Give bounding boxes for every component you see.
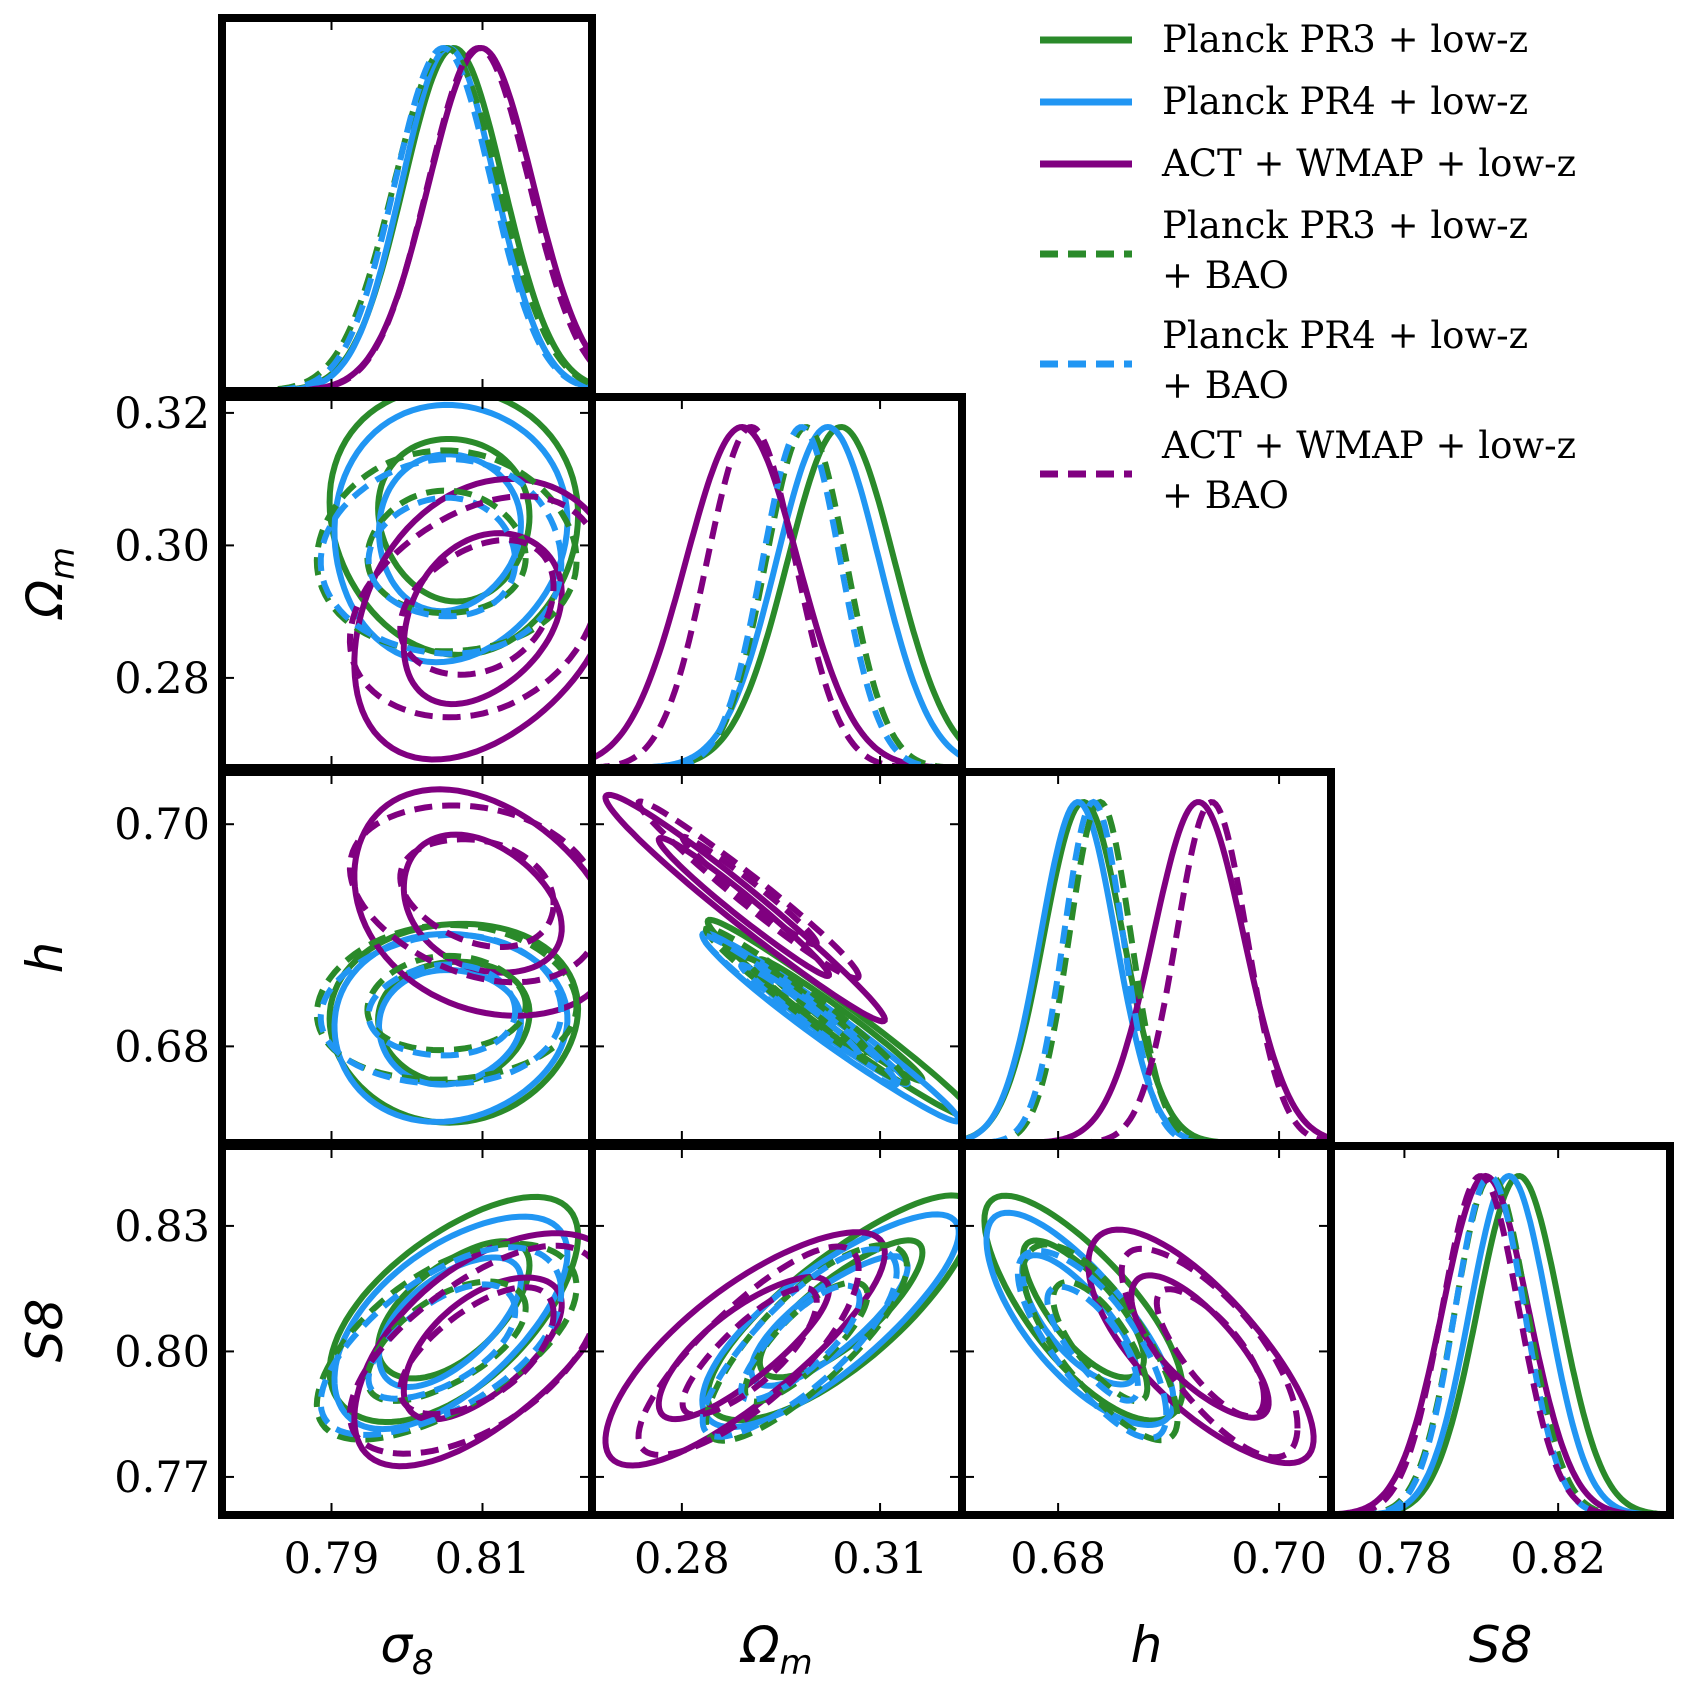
contour-act-wmap-low-z-bao-68%: [679, 1284, 820, 1418]
contour-planck-pr3-low-z-bao-68%: [364, 487, 529, 617]
x-axis-label-h: h: [1131, 1616, 1163, 1674]
legend: Planck PR3 + low-z Planck PR4 + low-z ACT …: [1040, 18, 1576, 517]
contour-planck-pr3-low-z-bao-95%: [702, 1242, 910, 1444]
legend-label: Planck PR4 + low-z: [1162, 80, 1528, 123]
panel-frame-3-3: [1327, 1142, 1674, 1519]
contour-planck-pr4-low-z-bao-68%: [738, 961, 863, 1060]
contour-planck-pr4-low-z-95%: [331, 1213, 571, 1433]
contour-planck-pr4-low-z-68%: [748, 1253, 911, 1389]
contour-act-wmap-low-z-bao-68%: [397, 836, 557, 950]
contour-act-wmap-low-z-bao-68%: [1153, 1286, 1268, 1420]
legend-label: Planck PR4 + low-z: [1162, 314, 1528, 357]
panel-S8-vs-omegam: [602, 1192, 962, 1469]
y-axis-label-sub: m: [43, 547, 83, 580]
y-axis-label-S8: S8: [16, 1299, 74, 1363]
contour-planck-pr3-low-z-bao-68%: [1050, 1279, 1151, 1405]
y-tick-label-S8: 0.80: [114, 1327, 210, 1377]
contour-act-wmap-low-z-68%: [655, 1274, 833, 1423]
y-tick-label-S8: 0.83: [114, 1202, 210, 1252]
contour-planck-pr3-low-z-95%: [326, 920, 582, 1126]
contour-planck-pr4-low-z-bao-68%: [365, 961, 519, 1059]
contour-act-wmap-low-z-bao-95%: [1118, 1245, 1301, 1461]
panels-layer: [222, 44, 1670, 1515]
x-axis-label-omegam: Ωm: [739, 1616, 812, 1683]
contour-planck-pr4-low-z-bao-95%: [699, 1246, 900, 1440]
panel-S8-vs-sigma8: [313, 1193, 592, 1470]
x-tick-label-h: 0.68: [1010, 1534, 1106, 1584]
x-tick-label-omegam: 0.31: [832, 1534, 928, 1584]
contour-act-wmap-low-z-bao-95%: [346, 802, 592, 986]
x-tick-label-h: 0.70: [1231, 1534, 1327, 1584]
contour-planck-pr4-low-z-bao-95%: [1014, 1247, 1170, 1441]
contour-planck-pr3-low-z-bao-95%: [313, 1240, 580, 1443]
x-tick-label-S8: 0.82: [1510, 1534, 1606, 1584]
contour-act-wmap-low-z-bao-68%: [397, 536, 557, 678]
legend-label: Planck PR3 + low-z: [1162, 18, 1528, 61]
marginal-S8: [1331, 1172, 1670, 1515]
legend-label: Planck PR3 + low-z: [1162, 204, 1528, 247]
x-axis-label-sub: 8: [412, 1643, 434, 1683]
contour-act-wmap-low-z-bao-95%: [635, 798, 862, 982]
panel-frame-0-0: [218, 14, 596, 395]
marginal-sigma8: [222, 44, 592, 391]
panel-frame-1-1: [588, 393, 966, 772]
marginal-omegam: [592, 423, 962, 768]
y-tick-label-S8: 0.77: [114, 1453, 210, 1503]
contour-act-wmap-low-z-bao-95%: [635, 1243, 862, 1458]
panel-omegam-vs-sigma8: [313, 397, 592, 763]
marginal-curve-planck-pr3-low-z-bao: [962, 798, 1331, 1143]
x-tick-label-sigma8: 0.79: [284, 1534, 380, 1584]
contour-act-wmap-low-z-95%: [1085, 1226, 1317, 1467]
y-tick-label-omegam: 0.28: [114, 654, 210, 704]
contour-planck-pr3-low-z-bao-95%: [313, 921, 580, 1083]
contour-planck-pr4-low-z-bao-95%: [317, 931, 565, 1087]
y-tick-label-omegam: 0.32: [114, 389, 210, 439]
marginal-curve-act-wmap-low-z: [962, 799, 1331, 1143]
contour-planck-pr4-low-z-95%: [331, 401, 571, 666]
panel-h-vs-sigma8: [313, 786, 592, 1126]
y-axis-label-omegam: Ωm: [16, 547, 83, 620]
marginal-h: [962, 798, 1331, 1143]
contour-planck-pr4-low-z-bao-95%: [699, 932, 900, 1089]
contour-planck-pr4-low-z-95%: [699, 1211, 962, 1431]
contour-planck-pr4-low-z-bao-95%: [317, 1244, 565, 1438]
y-axis-label-h: h: [16, 942, 74, 974]
contour-planck-pr4-low-z-bao-68%: [365, 1281, 519, 1402]
x-axis-label-S8: S8: [1469, 1616, 1533, 1674]
contour-planck-pr4-low-z-68%: [375, 1254, 524, 1391]
contour-act-wmap-low-z-95%: [351, 475, 592, 763]
contour-planck-pr4-low-z-bao-95%: [317, 456, 565, 657]
y-tick-label-h: 0.70: [114, 800, 210, 850]
legend-label: + BAO: [1162, 364, 1289, 407]
legend-label: + BAO: [1162, 474, 1289, 517]
contour-act-wmap-low-z-bao-95%: [346, 493, 592, 721]
y-tick-label-h: 0.68: [114, 1022, 210, 1072]
contour-planck-pr4-low-z-bao-68%: [738, 1282, 863, 1403]
panel-h-vs-omegam: [602, 791, 962, 1125]
legend-label: ACT + WMAP + low-z: [1161, 142, 1576, 185]
x-axis-label-sigma8: σ8: [380, 1616, 433, 1683]
contour-act-wmap-low-z-95%: [351, 786, 592, 1019]
marginal-curve-act-wmap-low-z-bao: [962, 799, 1331, 1143]
y-tick-label-omegam: 0.30: [114, 521, 210, 571]
legend-label: + BAO: [1162, 254, 1289, 297]
contour-act-wmap-low-z-bao-68%: [679, 833, 820, 948]
marginal-curve-act-wmap-low-z-bao: [1331, 1173, 1670, 1515]
x-axis-label-sub: m: [780, 1643, 813, 1683]
x-tick-label-S8: 0.78: [1357, 1534, 1453, 1584]
contour-act-wmap-low-z-bao-95%: [346, 1242, 592, 1457]
legend-label: ACT + WMAP + low-z: [1161, 424, 1576, 467]
panel-S8-vs-h: [981, 1192, 1317, 1467]
x-tick-label-omegam: 0.28: [634, 1534, 730, 1584]
x-tick-label-sigma8: 0.81: [435, 1534, 531, 1584]
contour-planck-pr3-low-z-bao-95%: [313, 447, 580, 655]
contour-planck-pr4-low-z-bao-68%: [1044, 1283, 1141, 1404]
